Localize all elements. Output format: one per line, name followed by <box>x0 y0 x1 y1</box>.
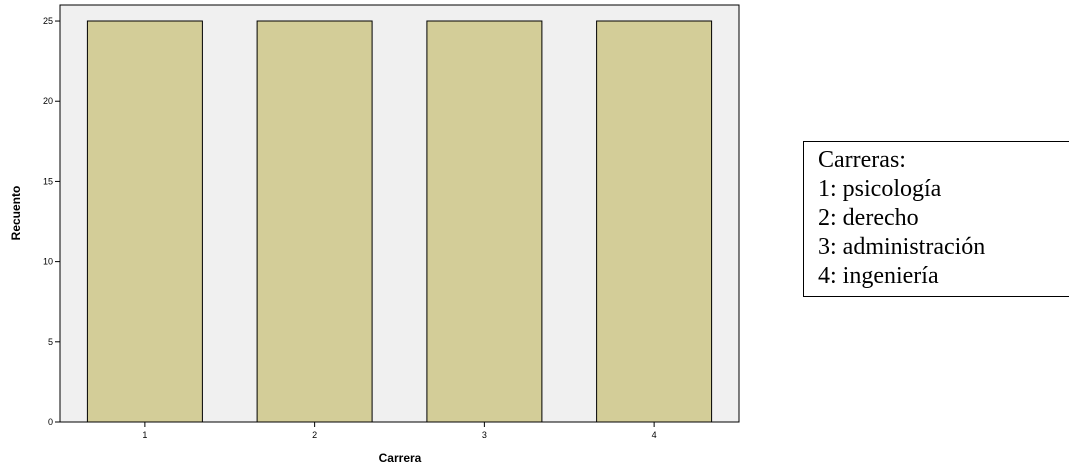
y-axis-title: Recuento <box>9 186 23 241</box>
bar-chart: 0 5 10 15 20 25 1 2 3 4 Carrera Recuento <box>9 4 740 465</box>
legend-item-1: 1: psicología <box>818 176 942 202</box>
y-tick-label: 10 <box>43 257 53 267</box>
legend-item-4: 4: ingeniería <box>818 263 939 289</box>
legend-item-3: 3: administración <box>818 234 986 260</box>
legend-item-2: 2: derecho <box>818 205 919 231</box>
bars-layer <box>86 20 713 423</box>
x-axis-title: Carrera <box>379 451 422 465</box>
x-ticks: 1 2 3 4 <box>142 422 657 440</box>
x-tick-label: 3 <box>482 430 487 440</box>
y-tick-label: 5 <box>48 337 53 347</box>
y-tick-label: 20 <box>43 96 53 106</box>
legend-title: Carreras: <box>818 147 906 173</box>
bar-2 <box>256 20 373 423</box>
y-tick-label: 0 <box>48 417 53 427</box>
bar-4 <box>596 20 713 423</box>
y-tick-label: 15 <box>43 176 53 186</box>
bar-3 <box>426 20 543 423</box>
x-tick-label: 4 <box>652 430 657 440</box>
bar-1 <box>86 20 203 423</box>
x-tick-label: 2 <box>312 430 317 440</box>
y-ticks: 0 5 10 15 20 25 <box>43 16 60 427</box>
x-tick-label: 1 <box>142 430 147 440</box>
legend-textbox: Carreras: 1: psicología 2: derecho 3: ad… <box>803 141 1069 297</box>
y-tick-label: 25 <box>43 16 53 26</box>
